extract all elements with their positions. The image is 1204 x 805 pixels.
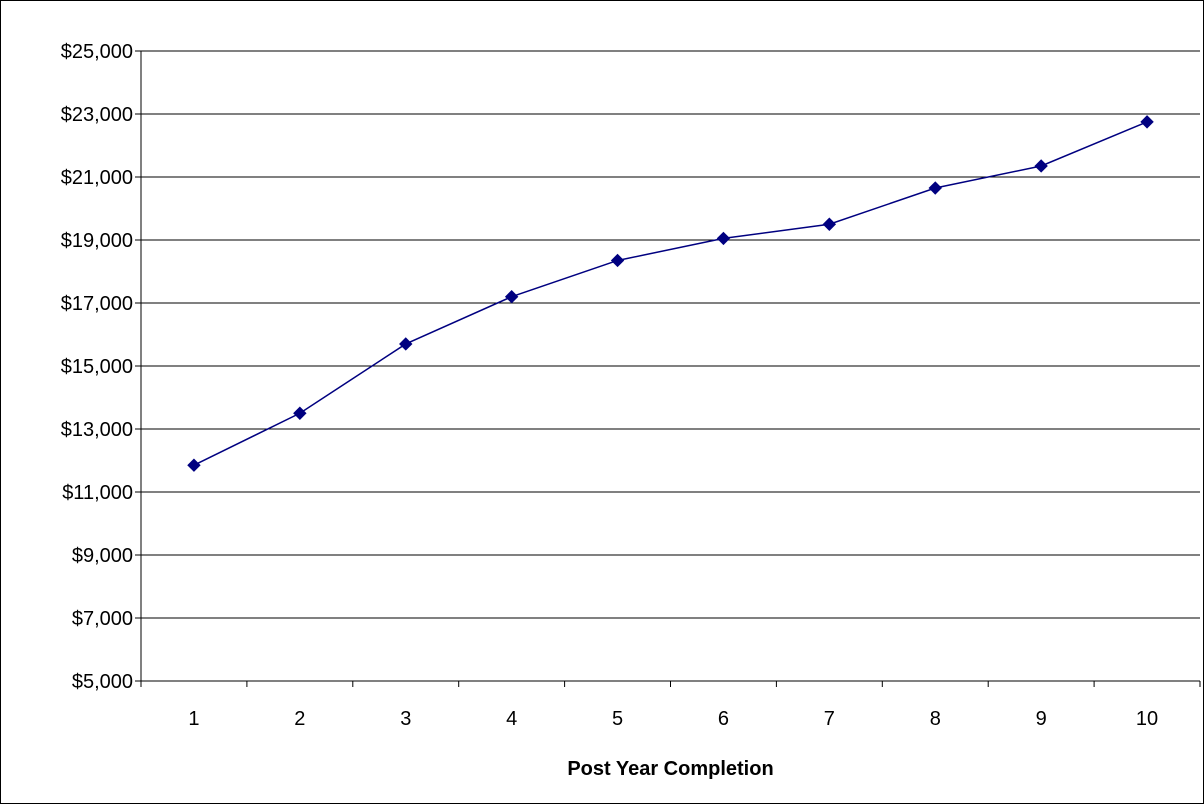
x-tick-label: 2 [294, 708, 305, 730]
y-axis-ticks: $5,000 $7,000 $9,000 $11,000 $13,000 $15,000 $… [61, 41, 141, 693]
y-tick-label: $17,000 [61, 293, 133, 315]
x-tick-label: 3 [400, 708, 411, 730]
y-tick-label: $23,000 [61, 104, 133, 126]
y-tick-label: $19,000 [61, 230, 133, 252]
data-point [928, 181, 942, 195]
data-point [293, 406, 307, 420]
data-point [399, 337, 413, 351]
y-tick-label: $15,000 [61, 356, 133, 378]
y-tick-label: $7,000 [72, 608, 133, 630]
data-point [716, 231, 731, 246]
gridlines [141, 50, 1200, 619]
data-point [1034, 159, 1048, 173]
x-tick-label: 4 [506, 708, 517, 730]
y-tick-label: $13,000 [61, 419, 133, 441]
x-tick-label: 7 [824, 708, 835, 730]
data-point [822, 217, 837, 231]
x-tick-label: 5 [612, 708, 623, 730]
x-axis-ticks: 1 2 3 4 5 6 7 8 9 10 [140, 681, 1201, 730]
x-axis-title: Post Year Completion [567, 758, 773, 780]
y-tick-label: $5,000 [72, 671, 133, 693]
series [187, 115, 1154, 472]
y-tick-label: $11,000 [62, 482, 133, 504]
y-tick-label: $25,000 [61, 41, 133, 63]
data-point [1140, 115, 1154, 129]
data-point [187, 458, 201, 472]
series-line [193, 121, 1148, 466]
x-tick-label: 1 [188, 708, 199, 730]
data-point [610, 253, 625, 268]
data-point [504, 289, 519, 304]
x-tick-label: 8 [930, 708, 941, 730]
x-tick-label: 6 [718, 708, 729, 730]
x-tick-label: 9 [1036, 708, 1047, 730]
x-tick-label: 10 [1136, 708, 1158, 730]
y-tick-label: $9,000 [72, 545, 133, 567]
y-tick-label: $21,000 [61, 167, 133, 189]
